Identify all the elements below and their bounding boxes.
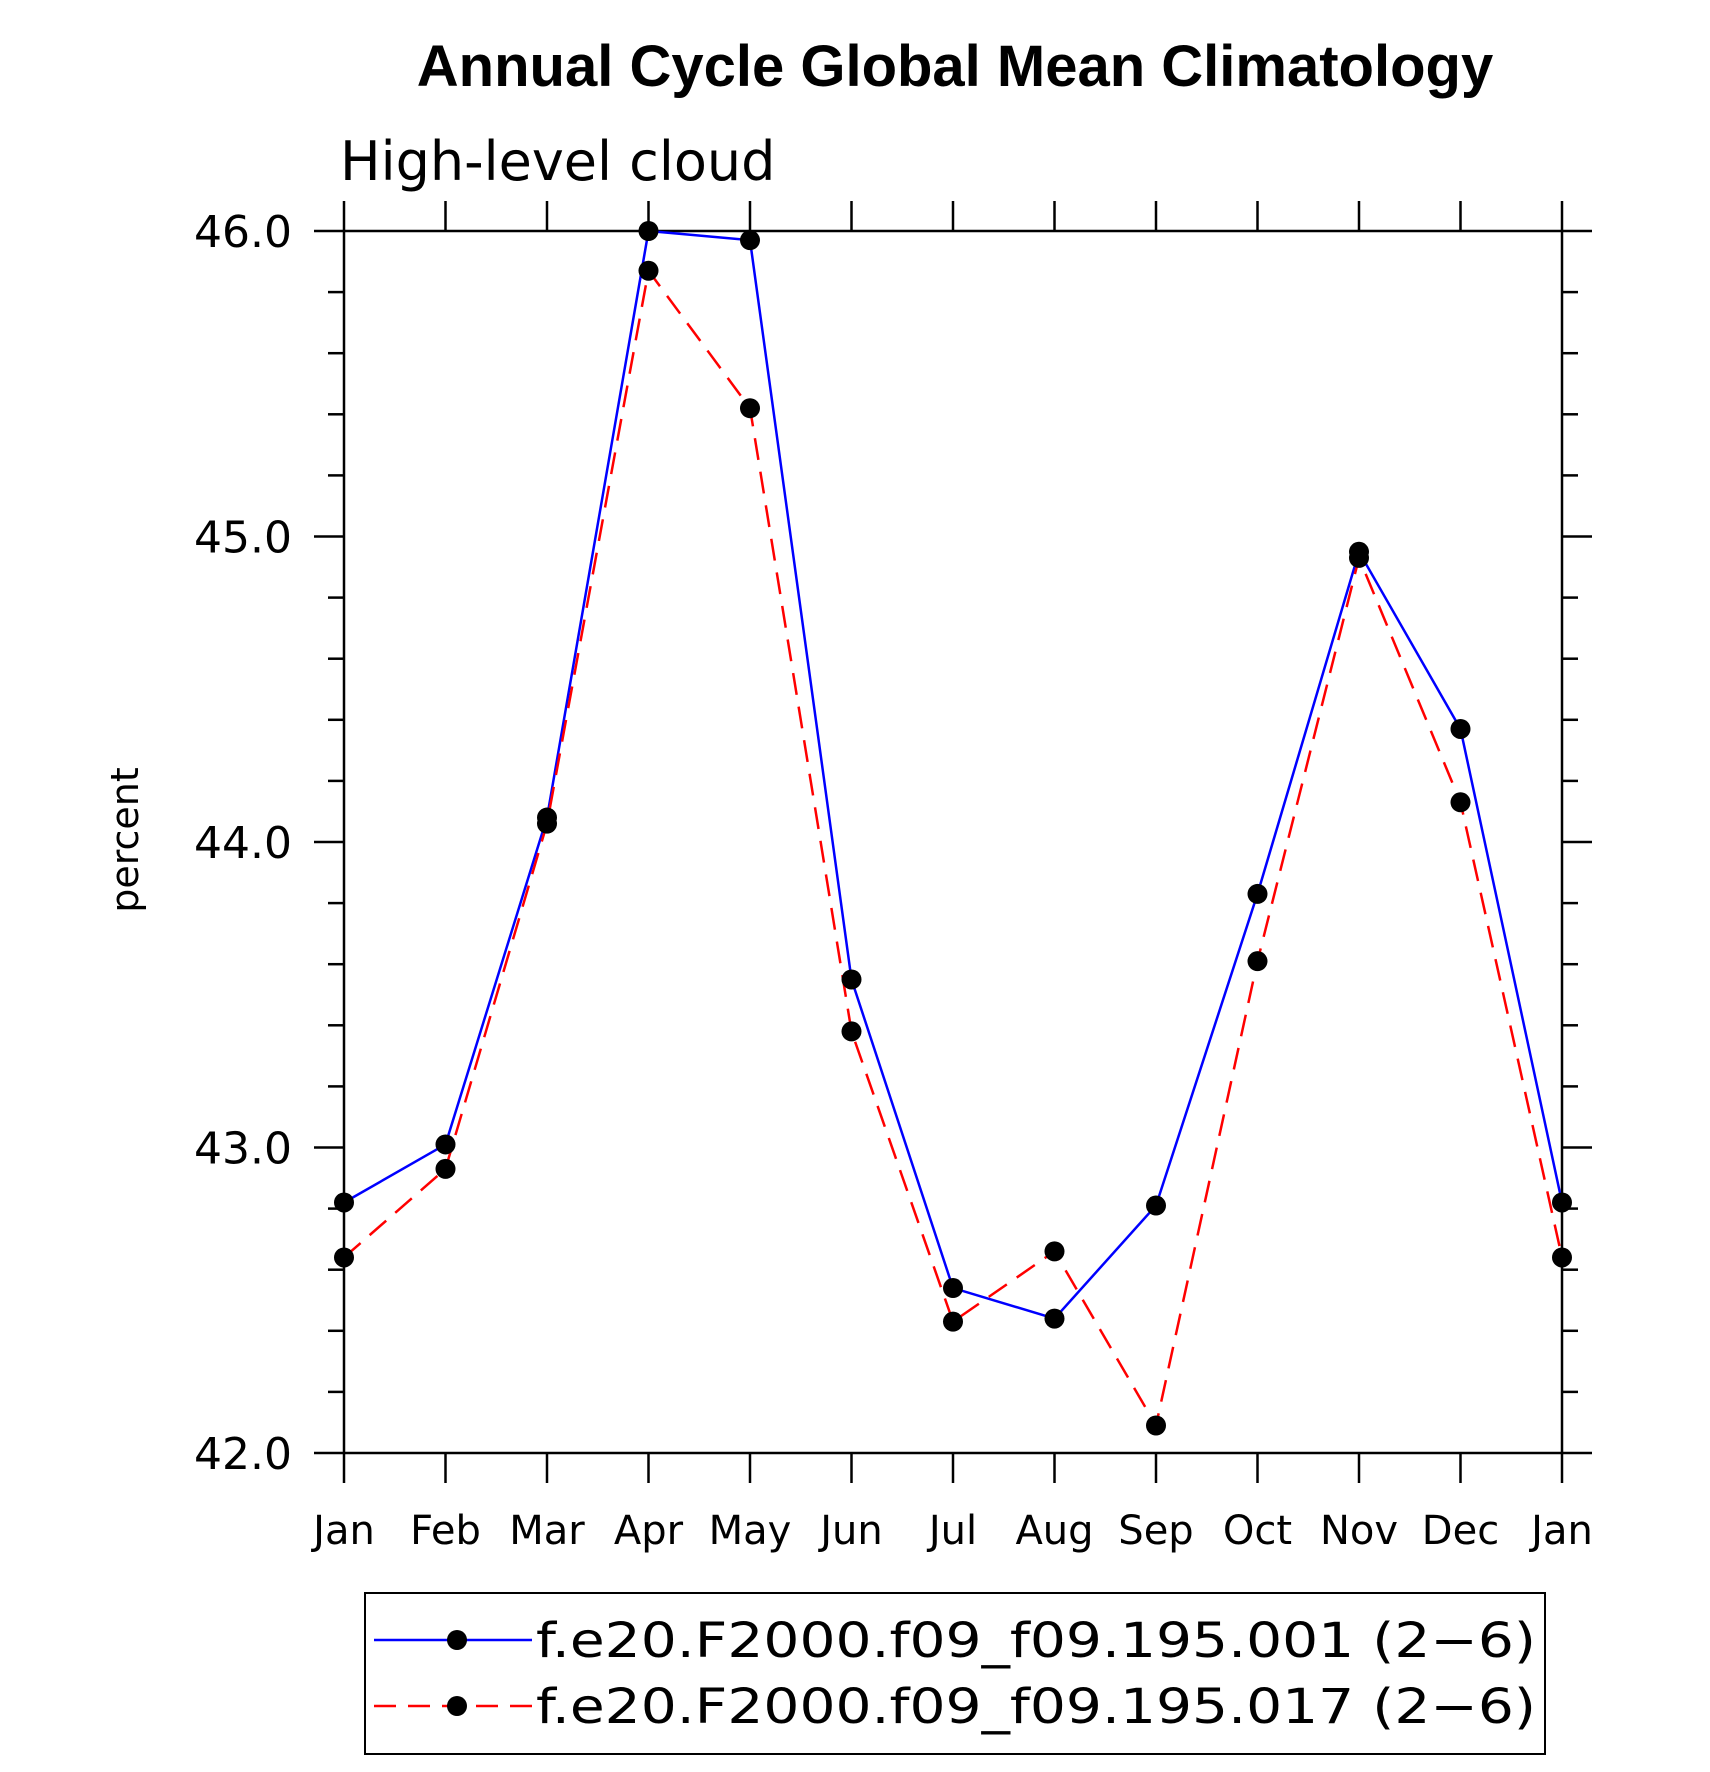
chart-title: Annual Cycle Global Mean Climatology <box>417 34 1493 99</box>
y-axis-label: percent <box>103 767 147 913</box>
series-2-point <box>1044 1241 1065 1262</box>
series-1-point <box>435 1134 456 1155</box>
series-2-point <box>841 1021 862 1042</box>
series-2-point <box>435 1158 456 1179</box>
series-2-point <box>334 1247 354 1268</box>
x-tick-label: Oct <box>1223 1508 1292 1554</box>
series-line-1 <box>343 229 1564 1321</box>
series-1-point <box>1044 1308 1065 1329</box>
series-2-point <box>638 260 659 281</box>
legend-svg: f.e20.F2000.f09_f09.195.001 (2−6) f.e20.F… <box>374 1613 1536 1735</box>
series-1-point <box>1450 718 1471 739</box>
y-tick-label: 45.0 <box>194 513 292 564</box>
series-2-point <box>943 1311 963 1332</box>
series-2-point <box>1146 1415 1166 1436</box>
series-1-point <box>638 221 659 241</box>
x-tick-label: Jan <box>1528 1508 1593 1554</box>
series-2-point <box>1247 951 1268 972</box>
y-tick-label: 42.0 <box>194 1429 292 1480</box>
x-tick-label: Aug <box>1015 1508 1093 1554</box>
x-tick-label: Mar <box>509 1508 585 1554</box>
x-tick-label: Feb <box>410 1508 481 1554</box>
x-tick-label: Jun <box>817 1508 883 1554</box>
legend: f.e20.F2000.f09_f09.195.001 (2−6) f.e20.F… <box>364 1592 1546 1755</box>
x-tick-label: Jul <box>926 1508 977 1554</box>
series-1-point <box>740 230 760 251</box>
series-line-2 <box>343 267 1564 1429</box>
series-1-point <box>1146 1195 1166 1216</box>
legend-label-1: f.e20.F2000.f09_f09.195.001 (2−6) <box>536 1613 1536 1669</box>
plot-frame <box>342 229 1564 1455</box>
chart-subtitle: High-level cloud <box>340 130 775 193</box>
series-1-point <box>1247 883 1268 904</box>
x-tick-label: May <box>709 1508 792 1554</box>
legend-label-2: f.e20.F2000.f09_f09.195.017 (2−6) <box>536 1679 1536 1735</box>
series-1-point <box>943 1278 963 1299</box>
y-tick-label: 46.0 <box>194 207 292 258</box>
series-2-point <box>1349 547 1369 568</box>
legend-marker-2 <box>447 1696 467 1716</box>
x-tick-label: Sep <box>1118 1508 1193 1554</box>
legend-marker-1 <box>447 1630 467 1650</box>
series-2-point <box>1450 792 1471 813</box>
series-1-point <box>334 1192 354 1213</box>
series-2-point <box>740 398 760 419</box>
x-tick-label: Apr <box>614 1508 684 1554</box>
x-tick-label: Nov <box>1320 1508 1398 1554</box>
series-1-point <box>841 969 862 990</box>
series-2-point <box>537 813 557 834</box>
y-tick-label: 44.0 <box>194 818 292 869</box>
series-2-point <box>1552 1247 1572 1268</box>
series-1-point <box>1552 1192 1572 1213</box>
x-tick-label: Dec <box>1422 1508 1499 1554</box>
y-tick-label: 43.0 <box>194 1124 292 1175</box>
x-tick-label: Jan <box>310 1508 375 1554</box>
plot-area: Jan Feb Mar Apr May Jun Jul Aug Sep Oct Nov Dec Jan 4… <box>194 201 1593 1554</box>
